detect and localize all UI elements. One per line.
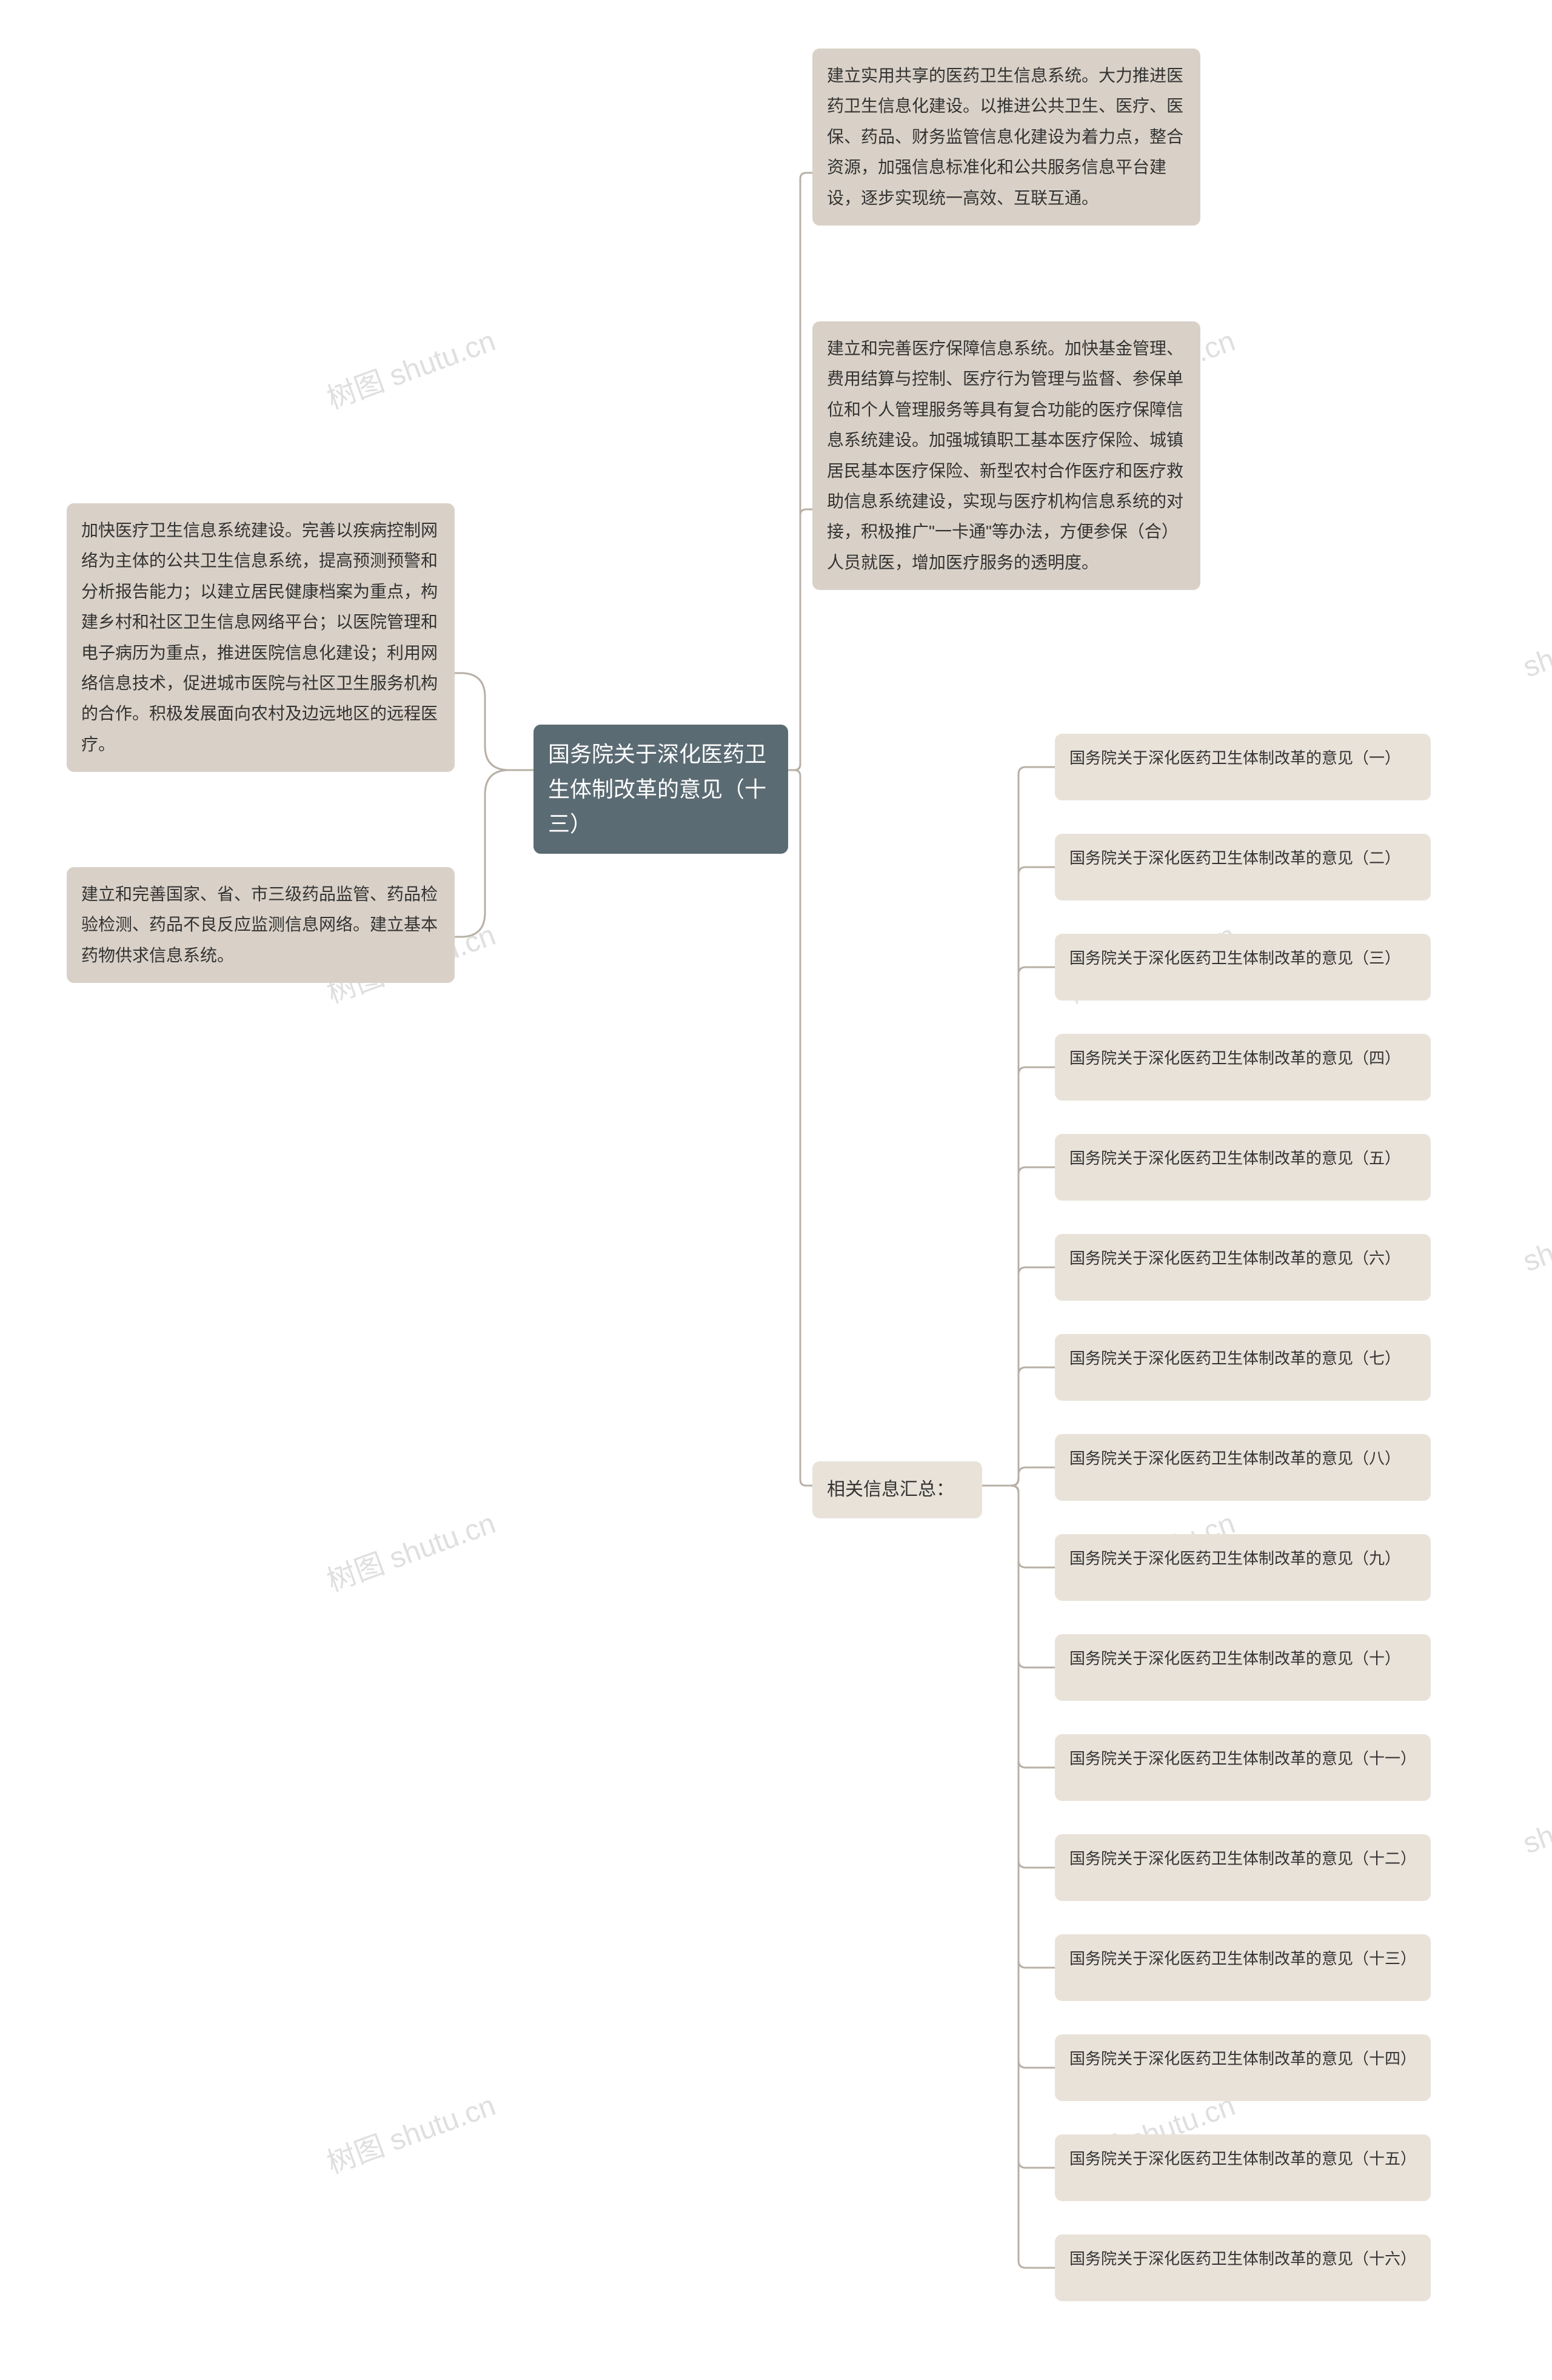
leaf-node-text: 国务院关于深化医药卫生体制改革的意见（七） xyxy=(1069,1349,1400,1367)
branch-node[interactable]: 相关信息汇总： xyxy=(812,1461,982,1518)
leaf-node-text: 国务院关于深化医药卫生体制改革的意见（十六） xyxy=(1069,2250,1416,2268)
watermark: 树图 shutu.cn xyxy=(1522,608,1552,708)
left-node-text: 加快医疗卫生信息系统建设。完善以疾病控制网络为主体的公共卫生信息系统，提高预测预… xyxy=(81,521,438,754)
left-node-1[interactable]: 建立和完善国家、省、市三级药品监管、药品检验检测、药品不良反应监测信息网络。建立… xyxy=(67,867,455,983)
leaf-node-text: 国务院关于深化医药卫生体制改革的意见（一） xyxy=(1069,749,1400,767)
leaf-node-3[interactable]: 国务院关于深化医药卫生体制改革的意见（四） xyxy=(1055,1034,1431,1101)
leaf-node-1[interactable]: 国务院关于深化医药卫生体制改革的意见（二） xyxy=(1055,834,1431,900)
leaf-node-text: 国务院关于深化医药卫生体制改革的意见（十五） xyxy=(1069,2150,1416,2168)
watermark: 树图 shutu.cn xyxy=(1522,1202,1552,1302)
leaf-node-text: 国务院关于深化医药卫生体制改革的意见（三） xyxy=(1069,949,1400,967)
watermark: 树图 shutu.cn xyxy=(320,2082,500,2182)
leaf-node-10[interactable]: 国务院关于深化医药卫生体制改革的意见（十一） xyxy=(1055,1734,1431,1801)
leaf-node-5[interactable]: 国务院关于深化医药卫生体制改革的意见（六） xyxy=(1055,1234,1431,1301)
root-text: 国务院关于深化医药卫生体制改革的意见（十三） xyxy=(548,742,766,836)
leaf-node-text: 国务院关于深化医药卫生体制改革的意见（二） xyxy=(1069,849,1400,867)
leaf-node-text: 国务院关于深化医药卫生体制改革的意见（五） xyxy=(1069,1149,1400,1167)
leaf-node-2[interactable]: 国务院关于深化医药卫生体制改革的意见（三） xyxy=(1055,934,1431,1001)
leaf-node-text: 国务院关于深化医药卫生体制改革的意见（六） xyxy=(1069,1249,1400,1267)
leaf-node-text: 国务院关于深化医药卫生体制改革的意见（九） xyxy=(1069,1549,1400,1567)
leaf-node-8[interactable]: 国务院关于深化医药卫生体制改革的意见（九） xyxy=(1055,1534,1431,1601)
watermark: 树图 shutu.cn xyxy=(320,317,500,417)
leaf-node-14[interactable]: 国务院关于深化医药卫生体制改革的意见（十五） xyxy=(1055,2134,1431,2201)
right-top-node-1[interactable]: 建立和完善医疗保障信息系统。加快基金管理、费用结算与控制、医疗行为管理与监督、参… xyxy=(812,321,1200,590)
leaf-node-13[interactable]: 国务院关于深化医药卫生体制改革的意见（十四） xyxy=(1055,2034,1431,2101)
watermark: 树图 shutu.cn xyxy=(320,1500,500,1600)
leaf-node-12[interactable]: 国务院关于深化医药卫生体制改革的意见（十三） xyxy=(1055,1934,1431,2001)
leaf-node-text: 国务院关于深化医药卫生体制改革的意见（十一） xyxy=(1069,1749,1416,1768)
leaf-node-6[interactable]: 国务院关于深化医药卫生体制改革的意见（七） xyxy=(1055,1334,1431,1401)
leaf-node-4[interactable]: 国务院关于深化医药卫生体制改革的意见（五） xyxy=(1055,1134,1431,1201)
branch-text: 相关信息汇总： xyxy=(827,1480,954,1500)
leaf-node-text: 国务院关于深化医药卫生体制改革的意见（十四） xyxy=(1069,2050,1416,2068)
right-top-node-text: 建立和完善医疗保障信息系统。加快基金管理、费用结算与控制、医疗行为管理与监督、参… xyxy=(827,339,1183,572)
leaf-node-text: 国务院关于深化医药卫生体制改革的意见（八） xyxy=(1069,1449,1400,1467)
leaf-node-9[interactable]: 国务院关于深化医药卫生体制改革的意见（十） xyxy=(1055,1634,1431,1701)
leaf-node-text: 国务院关于深化医药卫生体制改革的意见（四） xyxy=(1069,1049,1400,1067)
mindmap-canvas: 树图 shutu.cn 树图 shutu.cn 树图 shutu.cn 树图 shut… xyxy=(0,0,1552,2380)
leaf-node-11[interactable]: 国务院关于深化医药卫生体制改革的意见（十二） xyxy=(1055,1834,1431,1901)
root-node[interactable]: 国务院关于深化医药卫生体制改革的意见（十三） xyxy=(534,725,788,854)
left-node-0[interactable]: 加快医疗卫生信息系统建设。完善以疾病控制网络为主体的公共卫生信息系统，提高预测预… xyxy=(67,503,455,772)
watermark: 树图 shutu.cn xyxy=(1522,1785,1552,1885)
leaf-node-text: 国务院关于深化医药卫生体制改革的意见（十三） xyxy=(1069,1949,1416,1968)
leaf-node-15[interactable]: 国务院关于深化医药卫生体制改革的意见（十六） xyxy=(1055,2234,1431,2301)
leaf-node-7[interactable]: 国务院关于深化医药卫生体制改革的意见（八） xyxy=(1055,1434,1431,1501)
left-node-text: 建立和完善国家、省、市三级药品监管、药品检验检测、药品不良反应监测信息网络。建立… xyxy=(81,885,438,965)
leaf-node-0[interactable]: 国务院关于深化医药卫生体制改革的意见（一） xyxy=(1055,734,1431,800)
leaf-node-text: 国务院关于深化医药卫生体制改革的意见（十二） xyxy=(1069,1849,1416,1868)
right-top-node-text: 建立实用共享的医药卫生信息系统。大力推进医药卫生信息化建设。以推进公共卫生、医疗… xyxy=(827,66,1183,207)
right-top-node-0[interactable]: 建立实用共享的医药卫生信息系统。大力推进医药卫生信息化建设。以推进公共卫生、医疗… xyxy=(812,49,1200,226)
leaf-node-text: 国务院关于深化医药卫生体制改革的意见（十） xyxy=(1069,1649,1400,1668)
